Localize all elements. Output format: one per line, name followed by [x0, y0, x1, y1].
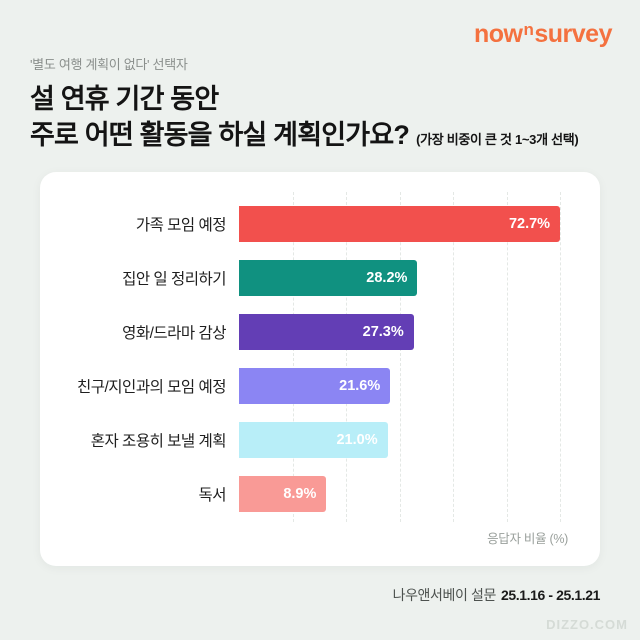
- nownsurvey-logo: nownsurvey: [473, 20, 613, 49]
- category-label: 혼자 조용히 보낼 계획: [90, 433, 227, 450]
- bar-6: 8.9%: [239, 476, 327, 512]
- chart-row: 가족 모임 예정 72.7%: [64, 206, 570, 242]
- bar-1: 72.7%: [239, 206, 561, 242]
- logo-text-survey: survey: [534, 20, 612, 48]
- value-label: 72.7%: [508, 216, 551, 232]
- gridline: [560, 192, 562, 522]
- value-label: 21.6%: [339, 378, 381, 394]
- bar-track: 8.9%: [239, 476, 570, 512]
- page-title: 설 연휴 기간 동안 주로 어떤 활동을 하실 계획인가요? (가장 비중이 큰 …: [30, 82, 579, 154]
- bar-3: 27.3%: [239, 314, 414, 350]
- bar-2: 28.2%: [239, 260, 418, 296]
- gridline: [506, 192, 508, 522]
- title-line-2: 주로 어떤 활동을 하실 계획인가요?: [30, 119, 410, 150]
- chart-row: 집안 일 정리하기 28.2%: [64, 260, 570, 296]
- bar-chart: 가족 모임 예정 72.7% 집안 일 정리하기 28.2% 영화/드라마 감상 27.3…: [64, 192, 570, 522]
- value-label: 21.0%: [336, 432, 378, 448]
- gridline: [346, 192, 348, 522]
- gridline: [399, 192, 401, 522]
- value-label: 27.3%: [362, 324, 404, 340]
- logo-text-now: now: [473, 20, 523, 48]
- watermark: DIZZO.COM: [546, 617, 628, 632]
- chart-row: 영화/드라마 감상 27.3%: [64, 314, 570, 350]
- category-label: 친구/지인과의 모임 예정: [76, 379, 227, 396]
- title-note: (가장 비중이 큰 것 1~3개 선택): [416, 131, 579, 147]
- chart-rows: 가족 모임 예정 72.7% 집안 일 정리하기 28.2% 영화/드라마 감상 27.3…: [64, 206, 570, 512]
- bar-track: 72.7%: [239, 206, 570, 242]
- filter-subtitle: '별도 여행 계획이 없다' 선택자: [30, 57, 188, 72]
- survey-date-range: 25.1.16 - 25.1.21: [500, 587, 600, 603]
- chart-row: 혼자 조용히 보낼 계획 21.0%: [64, 422, 570, 458]
- value-label: 28.2%: [366, 270, 408, 286]
- bar-track: 21.6%: [239, 368, 570, 404]
- bar-4: 21.6%: [239, 368, 391, 404]
- bar-5: 21.0%: [239, 422, 388, 458]
- category-label: 독서: [198, 487, 226, 504]
- chart-card: 가족 모임 예정 72.7% 집안 일 정리하기 28.2% 영화/드라마 감상 27.3…: [40, 172, 600, 566]
- title-line-1: 설 연휴 기간 동안: [30, 84, 219, 114]
- source-label: 나우앤서베이 설문: [392, 587, 497, 603]
- axis-note: 응답자 비율 (%): [487, 532, 568, 546]
- survey-source: 나우앤서베이 설문 25.1.16 - 25.1.21: [392, 585, 601, 605]
- value-label: 8.9%: [283, 486, 317, 502]
- category-label: 가족 모임 예정: [135, 217, 227, 234]
- bar-track: 28.2%: [239, 260, 570, 296]
- gridlines: [239, 192, 562, 522]
- gridline: [292, 192, 294, 522]
- chart-row: 친구/지인과의 모임 예정 21.6%: [64, 368, 570, 404]
- bar-track: 21.0%: [239, 422, 570, 458]
- category-label: 영화/드라마 감상: [122, 325, 226, 342]
- logo-superscript-n: n: [523, 20, 534, 39]
- gridline: [453, 192, 455, 522]
- chart-row: 독서 8.9%: [64, 476, 570, 512]
- category-label: 집안 일 정리하기: [122, 271, 226, 288]
- bar-track: 27.3%: [239, 314, 570, 350]
